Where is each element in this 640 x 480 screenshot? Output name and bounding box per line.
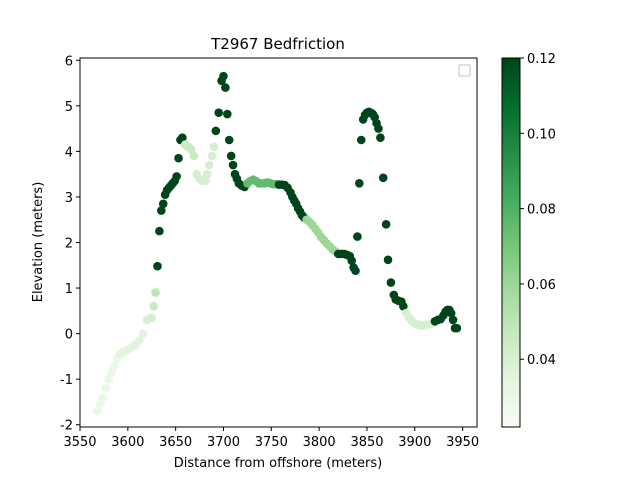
colorbar-tick-label: 0.04 [527,353,556,368]
x-tick-label: 3750 [255,435,288,450]
data-point [219,71,228,81]
data-point [157,206,166,215]
data-point [101,383,111,393]
data-point [378,173,388,183]
data-point [448,315,458,325]
data-point [224,135,234,145]
y-tick-label: 5 [65,100,73,115]
data-point [207,151,217,161]
data-point [204,160,214,170]
data-point [211,126,221,136]
data-point [174,153,183,163]
data-point [178,133,187,143]
y-tick-label: 3 [65,191,73,206]
data-point [228,160,238,170]
chart-title: T2967 Bedfriction [210,35,345,53]
data-point [209,142,219,152]
x-ticks-layer: 3550 3600 3650 3700 3750 3800 3850 3900 3950 [63,427,479,450]
x-tick-label: 3550 [63,435,96,450]
data-point [226,151,236,161]
data-point [107,368,116,377]
x-tick-label: 3800 [303,435,336,450]
data-point [151,288,160,297]
data-point [446,308,456,318]
data-point [135,336,144,345]
data-point [383,255,393,265]
y-tick-label: 6 [65,54,73,69]
colorbar [501,57,521,428]
data-point [155,226,164,236]
data-point [201,176,210,186]
data-point [138,329,148,338]
data-point [351,266,360,276]
x-tick-label: 3900 [398,435,431,450]
data-point [92,406,102,416]
data-point [355,178,364,188]
data-point [186,144,196,154]
y-ticks-layer: -2 -1 0 1 2 3 4 5 6 [60,54,80,434]
data-point [153,261,162,271]
y-tick-label: 0 [65,328,73,343]
data-point [386,278,396,287]
y-tick-label: 4 [65,145,73,160]
data-point [353,232,362,241]
y-tick-label: -2 [60,419,73,434]
data-point [376,133,385,143]
plot-frame [79,57,478,428]
data-point [202,169,212,179]
x-tick-label: 3600 [111,435,144,450]
y-axis-label: Elevation (meters) [31,182,46,303]
x-tick-label: 3650 [159,435,192,450]
data-point [95,399,105,409]
x-axis-label: Distance from offshore (meters) [174,456,382,471]
data-point [98,393,108,402]
colorbar-ticks-layer: 0.04 0.06 0.08 0.10 0.12 [520,52,556,368]
data-point [172,172,181,181]
colorbar-tick-label: 0.10 [527,127,556,142]
data-point [356,135,366,145]
legend-box [458,64,471,77]
y-tick-label: -1 [60,373,73,388]
y-tick-label: 2 [65,237,73,252]
data-point [110,361,119,370]
y-tick-label: 1 [65,282,73,297]
data-point [147,313,157,322]
data-point [452,323,462,333]
x-tick-label: 3950 [446,435,479,450]
colorbar-tick-label: 0.08 [527,203,556,218]
data-point [347,256,356,266]
data-point [223,109,232,119]
data-point [189,151,199,161]
data-point [149,301,158,311]
data-point [158,199,168,209]
data-point [214,108,224,117]
data-point [374,124,383,133]
data-point [104,374,113,384]
data-point [381,219,391,229]
colorbar-tick-label: 0.06 [527,278,556,293]
data-point [221,83,230,92]
x-tick-label: 3850 [350,435,383,450]
data-point [399,301,408,311]
points-layer [92,71,462,416]
x-tick-label: 3700 [207,435,240,450]
colorbar-tick-label: 0.12 [527,52,556,67]
